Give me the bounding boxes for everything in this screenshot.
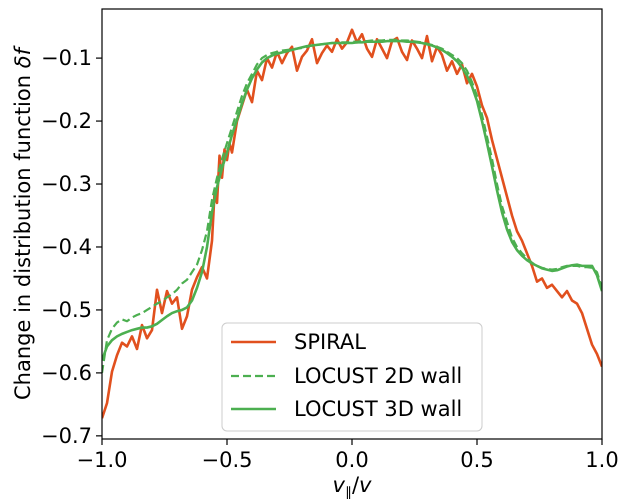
legend-label-spiral: SPIRAL: [294, 330, 366, 354]
x-tick-label: 0.0: [335, 448, 368, 472]
y-tick-label: −0.1: [41, 46, 92, 70]
legend-label-locust-2d: LOCUST 2D wall: [294, 364, 462, 388]
y-tick-label: −0.7: [41, 424, 92, 448]
legend: SPIRAL LOCUST 2D wall LOCUST 3D wall: [221, 322, 483, 432]
x-tick-label: −1.0: [77, 448, 128, 472]
y-axis-ticks: −0.7 −0.6 −0.5 −0.4 −0.3 −0.2 −0.1: [41, 46, 102, 448]
x-tick-label: 0.5: [460, 448, 493, 472]
legend-label-locust-3d: LOCUST 3D wall: [294, 397, 462, 421]
y-tick-label: −0.4: [41, 235, 92, 259]
x-tick-label: −0.5: [202, 448, 253, 472]
y-tick-label: −0.5: [41, 298, 92, 322]
legend-frame: [221, 322, 483, 432]
series-layer: [102, 28, 602, 419]
y-tick-label: −0.3: [41, 172, 92, 196]
x-axis-ticks: −1.0 −0.5 0.0 0.5 1.0: [77, 439, 619, 472]
series-line-locust-3d-wall: [102, 39, 602, 361]
series-line-spiral: [102, 28, 602, 419]
y-axis-label: Change in distribution function δf: [11, 44, 35, 400]
y-tick-label: −0.6: [41, 361, 92, 385]
series-line-locust-2d-wall: [102, 38, 602, 374]
y-tick-label: −0.2: [41, 109, 92, 133]
x-tick-label: 1.0: [585, 448, 618, 472]
x-axis-label: v∥/v: [333, 473, 373, 499]
